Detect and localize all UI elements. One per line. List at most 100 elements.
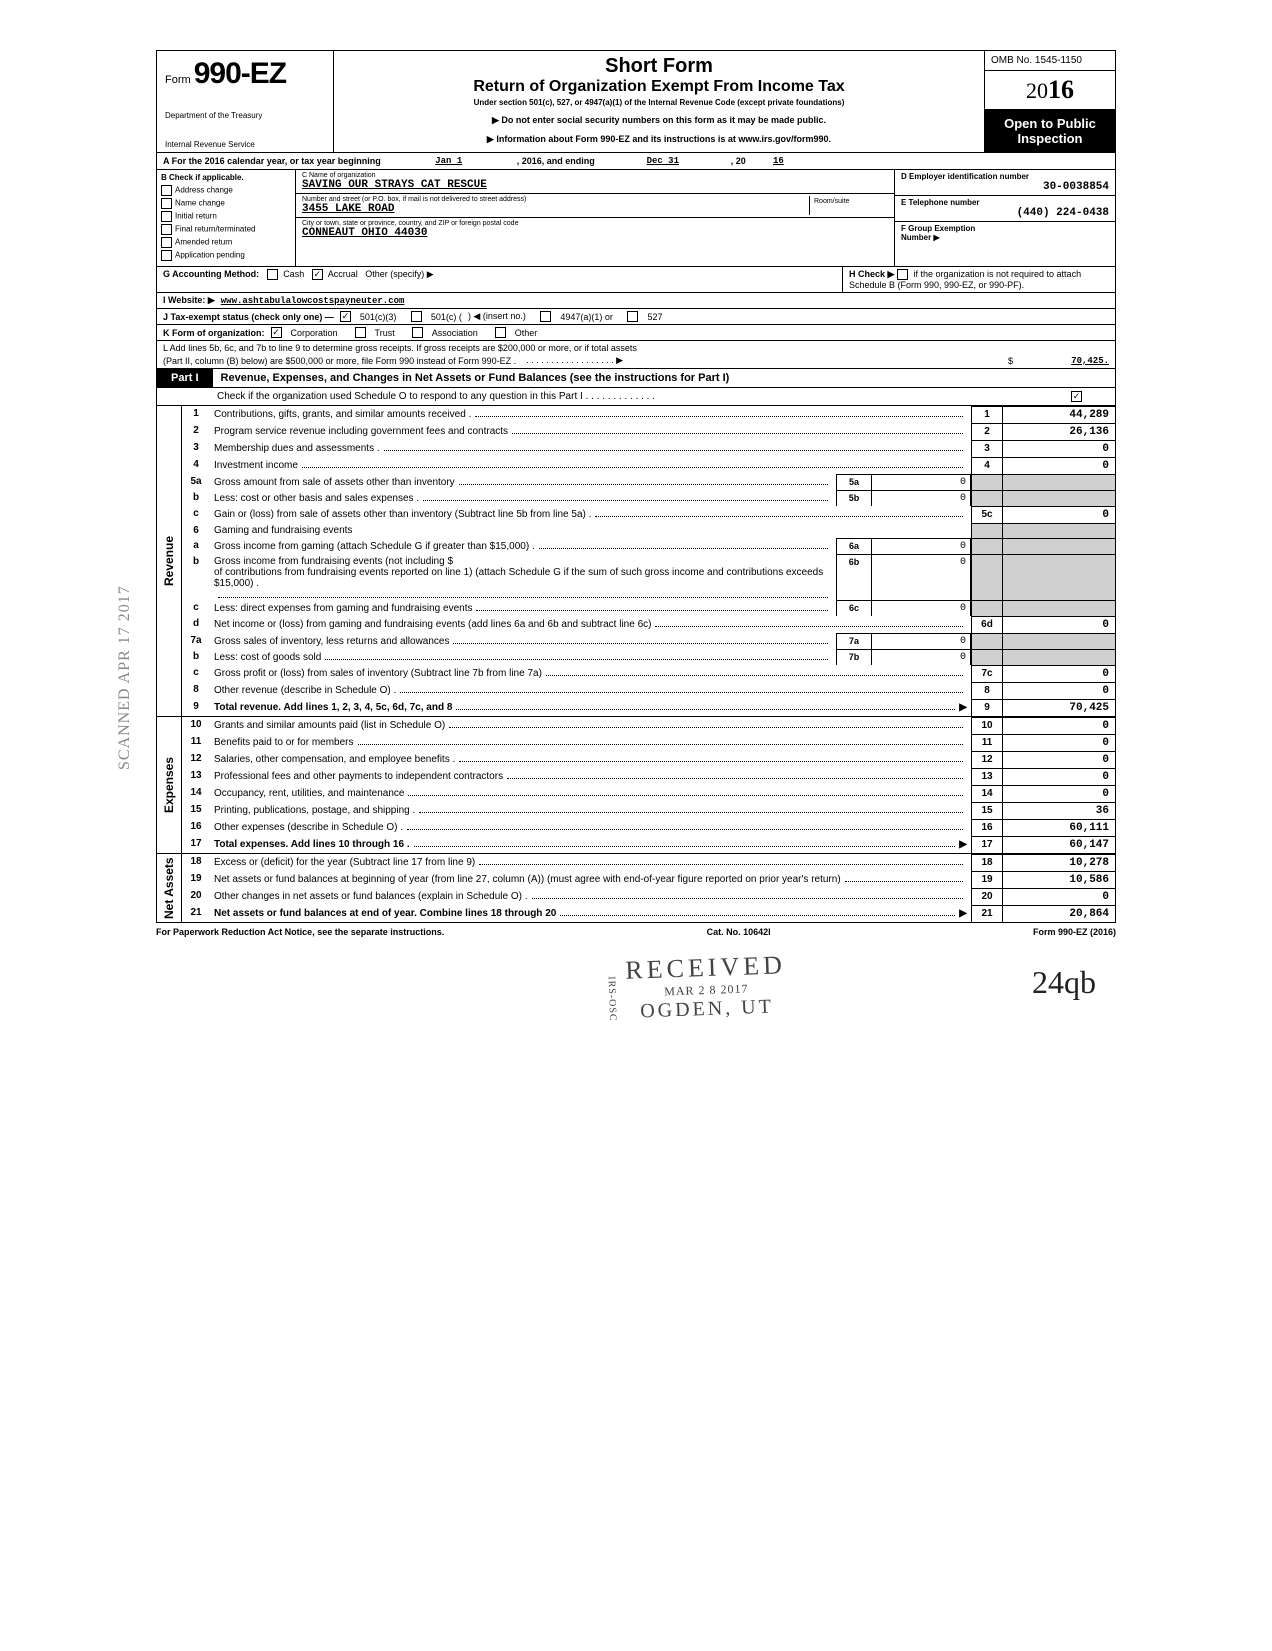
val-5b[interactable]: 0 (872, 490, 971, 506)
val-15[interactable]: 36 (1003, 802, 1115, 819)
val-8[interactable]: 0 (1003, 682, 1115, 699)
phone-value[interactable]: (440) 224-0438 (901, 207, 1109, 219)
received-stamp: RECEIVED MAR 2 8 2017 IRS-OSC OGDEN, UT (625, 950, 788, 1024)
val-6d[interactable]: 0 (1003, 616, 1115, 633)
e-label: E Telephone number (901, 198, 1109, 207)
schedule-o-text: Check if the organization used Schedule … (217, 391, 655, 402)
ein-value[interactable]: 30-0038854 (901, 181, 1109, 193)
col-de: D Employer identification number 30-0038… (895, 170, 1115, 266)
val-6b[interactable]: 0 (872, 554, 971, 600)
year-end[interactable]: Dec 31 (603, 156, 723, 166)
line-6: 6Gaming and fundraising events (182, 523, 1115, 538)
row-a-mid: , 2016, and ending (517, 156, 595, 166)
part-1-header: Part I Revenue, Expenses, and Changes in… (157, 368, 1115, 388)
val-6c[interactable]: 0 (872, 600, 971, 616)
chk-address-change[interactable]: Address change (161, 185, 291, 196)
val-10[interactable]: 0 (1003, 717, 1115, 734)
val-19[interactable]: 10,586 (1003, 871, 1115, 888)
val-12[interactable]: 0 (1003, 751, 1115, 768)
val-17[interactable]: 60,147 (1003, 836, 1115, 853)
j-label: J Tax-exempt status (check only one) — (163, 312, 334, 322)
dept-line2: Internal Revenue Service (165, 140, 325, 149)
chk-4947[interactable] (540, 311, 551, 322)
year-yy[interactable]: 16 (754, 156, 784, 166)
expenses-tab: Expenses (157, 717, 181, 853)
netassets-tab: Net Assets (157, 854, 181, 922)
chk-corporation[interactable]: ✓ (271, 327, 282, 338)
row-a-suffix: , 20 (731, 156, 746, 166)
f-label: F Group Exemption (901, 224, 1109, 233)
chk-501c[interactable] (411, 311, 422, 322)
col-c: C Name of organization SAVING OUR STRAYS… (296, 170, 895, 266)
line-21: 21Net assets or fund balances at end of … (182, 905, 1115, 922)
line-5c: cGain or (loss) from sale of assets othe… (182, 506, 1115, 523)
val-7b[interactable]: 0 (872, 649, 971, 665)
stamp-received: RECEIVED (625, 950, 786, 985)
chk-final-return[interactable]: Final return/terminated (161, 224, 291, 235)
org-name[interactable]: SAVING OUR STRAYS CAT RESCUE (302, 179, 888, 191)
netassets-lines: 18Excess or (deficit) for the year (Subt… (181, 854, 1115, 922)
f-cell: F Group Exemption Number ▶ (895, 222, 1115, 266)
org-address[interactable]: 3455 LAKE ROAD (302, 203, 809, 215)
h-label: H Check ▶ (849, 269, 894, 279)
val-11[interactable]: 0 (1003, 734, 1115, 751)
footer-right: Form 990-EZ (2016) (1033, 927, 1116, 937)
chk-trust[interactable] (355, 327, 366, 338)
open-line1: Open to Public (991, 116, 1109, 131)
c-addr-label: Number and street (or P.O. box, if mail … (302, 196, 809, 203)
website-value[interactable]: www.ashtabulalowcostspayneuter.com (221, 296, 405, 306)
val-6a[interactable]: 0 (872, 538, 971, 554)
open-to-public: Open to Public Inspection (985, 110, 1115, 152)
line-16: 16Other expenses (describe in Schedule O… (182, 819, 1115, 836)
line-17: 17Total expenses. Add lines 10 through 1… (182, 836, 1115, 853)
line-3: 3Membership dues and assessments .30 (182, 440, 1115, 457)
i-label: I Website: ▶ (163, 295, 215, 306)
initials-signature: 24qb (1032, 964, 1096, 1001)
val-4[interactable]: 0 (1003, 457, 1115, 474)
val-18[interactable]: 10,278 (1003, 854, 1115, 871)
chk-accrual[interactable]: ✓ (312, 269, 323, 280)
val-13[interactable]: 0 (1003, 768, 1115, 785)
line-7c: cGross profit or (loss) from sales of in… (182, 665, 1115, 682)
gross-receipts[interactable]: 70,425. (1019, 356, 1109, 366)
col-b: B Check if applicable. Address change Na… (157, 170, 296, 266)
schedule-o-row: Check if the organization used Schedule … (157, 388, 1115, 405)
val-7c[interactable]: 0 (1003, 665, 1115, 682)
c-city-cell: City or town, state or province, country… (296, 218, 894, 241)
c-name-cell: C Name of organization SAVING OUR STRAYS… (296, 170, 894, 194)
val-5a[interactable]: 0 (872, 474, 971, 490)
revenue-section: Revenue 1Contributions, gifts, grants, a… (157, 405, 1115, 716)
chk-amended-return[interactable]: Amended return (161, 237, 291, 248)
val-20[interactable]: 0 (1003, 888, 1115, 905)
val-1[interactable]: 44,289 (1003, 406, 1115, 423)
chk-527[interactable] (627, 311, 638, 322)
chk-schedule-b[interactable] (897, 269, 908, 280)
val-14[interactable]: 0 (1003, 785, 1115, 802)
val-5c[interactable]: 0 (1003, 506, 1115, 523)
val-3[interactable]: 0 (1003, 440, 1115, 457)
part-1-label: Part I (157, 369, 213, 387)
line-10: 10Grants and similar amounts paid (list … (182, 717, 1115, 734)
val-7a[interactable]: 0 (872, 633, 971, 649)
chk-association[interactable] (412, 327, 423, 338)
h-cell: H Check ▶ if the organization is not req… (843, 267, 1115, 292)
chk-schedule-o[interactable]: ✓ (1071, 391, 1082, 402)
chk-application-pending[interactable]: Application pending (161, 250, 291, 261)
chk-cash[interactable] (267, 269, 278, 280)
year-begin[interactable]: Jan 1 (389, 156, 509, 166)
year-bold: 16 (1048, 75, 1074, 104)
chk-other-org[interactable] (495, 327, 506, 338)
footer-mid: Cat. No. 10642I (707, 927, 771, 937)
row-a: A For the 2016 calendar year, or tax yea… (157, 153, 1115, 170)
revenue-lines: 1Contributions, gifts, grants, and simil… (181, 406, 1115, 716)
b-header: B Check if applicable. (161, 173, 291, 182)
org-city[interactable]: CONNEAUT OHIO 44030 (302, 227, 888, 239)
val-16[interactable]: 60,111 (1003, 819, 1115, 836)
chk-initial-return[interactable]: Initial return (161, 211, 291, 222)
val-2[interactable]: 26,136 (1003, 423, 1115, 440)
val-21[interactable]: 20,864 (1003, 905, 1115, 922)
omb-number: OMB No. 1545-1150 (985, 51, 1115, 71)
chk-501c3[interactable]: ✓ (340, 311, 351, 322)
val-9[interactable]: 70,425 (1003, 699, 1115, 716)
chk-name-change[interactable]: Name change (161, 198, 291, 209)
